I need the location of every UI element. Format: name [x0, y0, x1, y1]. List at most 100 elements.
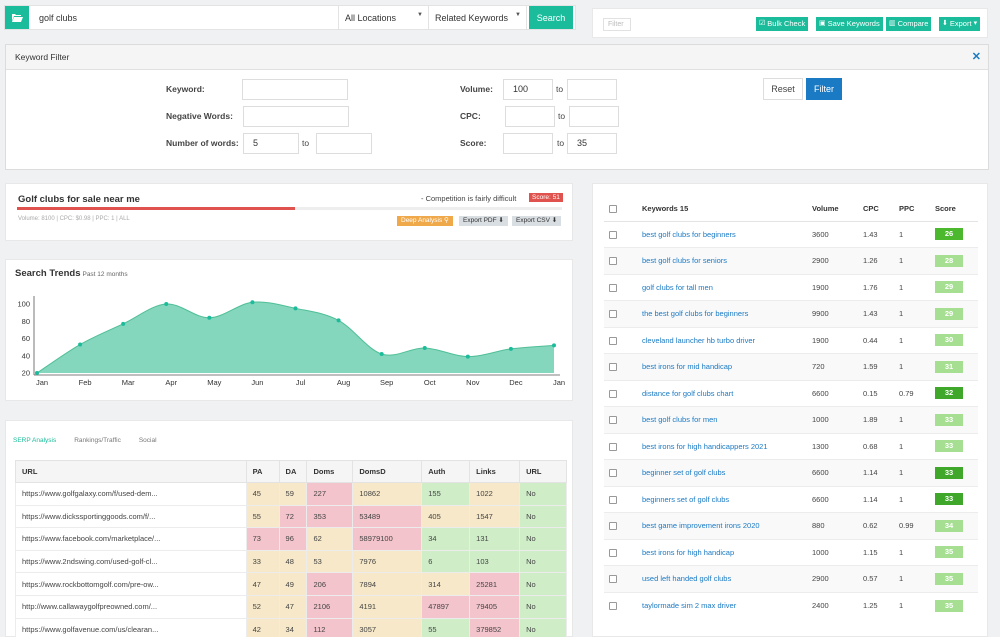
keyword-volume: 9900	[812, 300, 863, 327]
tab-serp-analysis[interactable]: SERP Analysis	[13, 437, 57, 444]
bulk-check-button[interactable]: ☑ Bulk Check	[756, 17, 809, 31]
keywords-column-header[interactable]: Volume	[812, 197, 863, 222]
keyword-link[interactable]: best golf clubs for beginners	[642, 220, 812, 248]
deep-analysis-button[interactable]: Deep Analysis ⚲	[397, 216, 453, 226]
keyword-label: Keyword:	[166, 84, 205, 94]
serp-row: https://www.dickssportinggoods.com/f/...…	[15, 504, 567, 529]
keyword-checkbox[interactable]	[609, 257, 617, 266]
keyword-title: Golf clubs for sale near me	[18, 194, 140, 205]
keyword-score-cell: 33	[935, 432, 978, 460]
tab-social[interactable]: Social	[138, 437, 157, 444]
keyword-checkbox[interactable]	[609, 230, 617, 239]
keyword-checkbox[interactable]	[609, 336, 617, 345]
serp-column-header[interactable]: URL	[519, 460, 567, 483]
keyword-checkbox[interactable]	[609, 575, 617, 584]
serp-cell: 112	[306, 617, 354, 637]
keyword-link[interactable]: the best golf clubs for beginners	[642, 300, 812, 327]
serp-url-link[interactable]: http://www.callawaygolfpreowned.com/...	[15, 594, 247, 619]
serp-url-link[interactable]: https://www.dickssportinggoods.com/f/...	[15, 504, 247, 529]
serp-column-header[interactable]: URL	[15, 460, 247, 483]
keyword-link[interactable]: distance for golf clubs chart	[642, 379, 812, 407]
score-min-field[interactable]	[503, 133, 553, 154]
location-select[interactable]: All Locations ▼	[339, 6, 429, 29]
serp-url-link[interactable]: https://www.2ndswing.com/used-golf-cl...	[15, 549, 247, 574]
keyword-link[interactable]: taylormade sim 2 max driver	[642, 591, 812, 619]
results-toolbar: Filter ☑ Bulk Check ▣ Save Keywords ▥ Compa…	[592, 8, 988, 38]
serp-column-header[interactable]: DomsD	[352, 460, 423, 483]
serp-column-header[interactable]: PA	[245, 460, 280, 483]
keyword-link[interactable]: best golf clubs for men	[642, 406, 812, 433]
keywords-column-header[interactable]: PPC	[899, 197, 935, 222]
export-button[interactable]: ⬇ Export ▾	[939, 17, 981, 31]
mode-select[interactable]: Related Keywords ▼	[429, 6, 527, 29]
serp-column-header[interactable]: Doms	[306, 460, 354, 483]
mode-select-value: Related Keywords	[435, 12, 509, 23]
serp-url-link[interactable]: https://www.rockbottomgolf.com/pre-ow...	[15, 572, 247, 596]
save-keywords-button[interactable]: ▣ Save Keywords	[816, 17, 883, 31]
keyword-checkbox[interactable]	[609, 469, 617, 478]
x-tick-label: Sep	[380, 378, 393, 387]
serp-column-header[interactable]: DA	[278, 460, 308, 483]
keywords-column-header[interactable]: Score	[935, 197, 978, 222]
keyword-score-cell: 34	[935, 512, 978, 539]
keyword-select-cell	[604, 406, 642, 433]
keyword-checkbox[interactable]	[609, 602, 617, 610]
serp-cell: 155	[421, 482, 471, 506]
negative-words-field[interactable]	[243, 106, 349, 127]
serp-url-link[interactable]: https://www.facebook.com/marketplace/...	[15, 527, 247, 551]
keyword-link[interactable]: golf clubs for tall men	[642, 273, 812, 301]
keyword-link[interactable]: best irons for high handicap	[642, 538, 812, 566]
keyword-link[interactable]: best golf clubs for seniors	[642, 247, 812, 274]
keyword-checkbox[interactable]	[609, 416, 617, 425]
cpc-max-field[interactable]	[569, 106, 619, 127]
keyword-link[interactable]: beginner set of golf clubs	[642, 459, 812, 486]
serp-cell: 52	[245, 594, 280, 619]
score-max-field[interactable]: 35	[567, 133, 617, 154]
keyword-checkbox[interactable]	[609, 442, 617, 451]
select-all-checkbox[interactable]	[609, 205, 617, 214]
keyword-ppc: 1	[899, 406, 935, 433]
y-tick-label: 80	[22, 317, 30, 326]
keyword-link[interactable]: best game improvement irons 2020	[642, 512, 812, 539]
words-min-field[interactable]: 5	[243, 133, 299, 154]
reset-button[interactable]: Reset	[763, 78, 803, 100]
keyword-link[interactable]: cleveland launcher hb turbo driver	[642, 326, 812, 354]
serp-column-header[interactable]: Auth	[421, 460, 471, 483]
keyword-checkbox[interactable]	[609, 522, 617, 531]
serp-url-link[interactable]: https://www.golfgalaxy.com/f/used-dem...	[15, 482, 247, 506]
keyword-link[interactable]: beginners set of golf clubs	[642, 485, 812, 513]
keyword-checkbox[interactable]	[609, 548, 617, 557]
keyword-link[interactable]: best irons for mid handicap	[642, 353, 812, 380]
keyword-select-cell	[604, 379, 642, 407]
results-filter-input[interactable]: Filter	[603, 18, 631, 31]
tab-rankings-traffic[interactable]: Rankings/Traffic	[74, 437, 121, 444]
export-pdf-button[interactable]: Export PDF ⬇	[459, 216, 508, 226]
score-badge: 33	[935, 440, 963, 453]
volume-max-field[interactable]	[567, 79, 617, 100]
cpc-min-field[interactable]	[505, 106, 555, 127]
keyword-field[interactable]	[242, 79, 348, 100]
keyword-checkbox[interactable]	[609, 363, 617, 372]
serp-cell: 42	[245, 617, 280, 637]
compare-button[interactable]: ▥ Compare	[886, 17, 932, 31]
keyword-link[interactable]: best irons for high handicappers 2021	[642, 432, 812, 460]
keyword-link[interactable]: used left handed golf clubs	[642, 565, 812, 592]
serp-cell: 55	[245, 504, 280, 529]
keyword-checkbox[interactable]	[609, 310, 617, 319]
keyword-checkbox[interactable]	[609, 283, 617, 292]
close-icon[interactable]: ✕	[971, 51, 981, 63]
keyword-search-input[interactable]	[29, 6, 339, 29]
words-max-field[interactable]	[316, 133, 372, 154]
filter-button[interactable]: Filter	[806, 78, 842, 100]
search-button[interactable]: Search	[529, 6, 573, 29]
serp-cell: 103	[469, 549, 521, 574]
keyword-checkbox[interactable]	[609, 389, 617, 398]
keywords-column-header[interactable]: CPC	[863, 197, 899, 222]
export-csv-button[interactable]: Export CSV ⬇	[512, 216, 562, 226]
keyword-checkbox[interactable]	[609, 495, 617, 504]
keywords-column-header[interactable]: Keywords 15	[642, 197, 812, 222]
serp-column-header[interactable]: Links	[469, 460, 521, 483]
volume-min-field[interactable]: 100	[503, 79, 553, 100]
serp-url-link[interactable]: https://www.golfavenue.com/us/clearan...	[15, 617, 247, 637]
folder-open-button[interactable]	[5, 6, 29, 29]
